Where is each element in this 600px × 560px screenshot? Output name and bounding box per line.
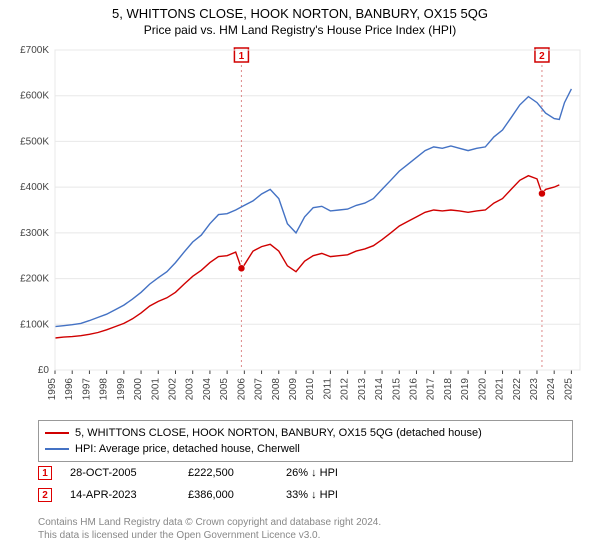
svg-text:2025: 2025 — [563, 378, 574, 401]
svg-text:2010: 2010 — [305, 378, 316, 401]
event-row-2: 2 14-APR-2023 £386,000 33% ↓ HPI — [38, 484, 573, 506]
chart-area: £0 £100K £200K £300K £400K £500K £600K £700K 199… — [0, 40, 600, 410]
svg-text:2008: 2008 — [271, 378, 282, 401]
svg-text:2020: 2020 — [477, 378, 488, 401]
line-chart: £0 £100K £200K £300K £400K £500K £600K £700K 199… — [0, 40, 600, 410]
svg-text:2022: 2022 — [512, 378, 523, 401]
legend-label-property: 5, WHITTONS CLOSE, HOOK NORTON, BANBURY,… — [75, 425, 482, 441]
legend-row-hpi: HPI: Average price, detached house, Cher… — [45, 441, 566, 457]
svg-text:2015: 2015 — [391, 378, 402, 401]
svg-text:2003: 2003 — [185, 378, 196, 401]
svg-text:£700K: £700K — [20, 45, 49, 56]
legend-swatch-hpi — [45, 448, 69, 450]
svg-text:£600K: £600K — [20, 91, 49, 102]
event-price-2: £386,000 — [188, 489, 268, 501]
svg-text:£300K: £300K — [20, 228, 49, 239]
svg-text:2016: 2016 — [408, 378, 419, 401]
svg-text:2013: 2013 — [357, 378, 368, 401]
svg-text:1998: 1998 — [99, 378, 110, 401]
event-date-1: 28-OCT-2005 — [70, 467, 170, 479]
svg-text:2006: 2006 — [236, 378, 247, 401]
svg-text:2018: 2018 — [443, 378, 454, 401]
legend-label-hpi: HPI: Average price, detached house, Cher… — [75, 441, 300, 457]
svg-text:£200K: £200K — [20, 274, 49, 285]
svg-text:2011: 2011 — [322, 378, 333, 400]
svg-text:2007: 2007 — [254, 378, 265, 401]
svg-text:2001: 2001 — [150, 378, 161, 401]
svg-text:2002: 2002 — [167, 378, 178, 401]
svg-text:1: 1 — [239, 51, 245, 62]
page-title: 5, WHITTONS CLOSE, HOOK NORTON, BANBURY,… — [0, 0, 600, 21]
event-delta-2: 33% ↓ HPI — [286, 489, 376, 501]
svg-text:1999: 1999 — [116, 378, 127, 401]
event-marker-1: 1 — [38, 466, 52, 480]
event-price-1: £222,500 — [188, 467, 268, 479]
svg-text:2009: 2009 — [288, 378, 299, 401]
event-list: 1 28-OCT-2005 £222,500 26% ↓ HPI 2 14-AP… — [38, 462, 573, 506]
footer: Contains HM Land Registry data © Crown c… — [38, 516, 573, 542]
event-delta-1: 26% ↓ HPI — [286, 467, 376, 479]
svg-text:2014: 2014 — [374, 378, 385, 401]
svg-text:1997: 1997 — [81, 378, 92, 401]
svg-text:2023: 2023 — [529, 378, 540, 401]
footer-line2: This data is licensed under the Open Gov… — [38, 529, 573, 542]
svg-text:1996: 1996 — [64, 378, 75, 401]
event-marker-2: 2 — [38, 488, 52, 502]
svg-text:2000: 2000 — [133, 378, 144, 401]
event-date-2: 14-APR-2023 — [70, 489, 170, 501]
svg-text:£500K: £500K — [20, 136, 49, 147]
svg-text:2017: 2017 — [426, 378, 437, 401]
svg-text:£100K: £100K — [20, 319, 49, 330]
svg-text:2019: 2019 — [460, 378, 471, 401]
svg-text:£400K: £400K — [20, 182, 49, 193]
svg-text:£0: £0 — [38, 365, 50, 376]
event-row-1: 1 28-OCT-2005 £222,500 26% ↓ HPI — [38, 462, 573, 484]
legend-swatch-property — [45, 432, 69, 434]
svg-text:2024: 2024 — [546, 378, 557, 401]
svg-text:2005: 2005 — [219, 378, 230, 401]
svg-text:2004: 2004 — [202, 378, 213, 401]
page-subtitle: Price paid vs. HM Land Registry's House … — [0, 21, 600, 41]
svg-text:2: 2 — [539, 51, 545, 62]
svg-text:1995: 1995 — [47, 378, 58, 401]
legend: 5, WHITTONS CLOSE, HOOK NORTON, BANBURY,… — [38, 420, 573, 462]
footer-line1: Contains HM Land Registry data © Crown c… — [38, 516, 573, 529]
svg-text:2012: 2012 — [340, 378, 351, 401]
svg-text:2021: 2021 — [495, 378, 506, 401]
legend-row-property: 5, WHITTONS CLOSE, HOOK NORTON, BANBURY,… — [45, 425, 566, 441]
